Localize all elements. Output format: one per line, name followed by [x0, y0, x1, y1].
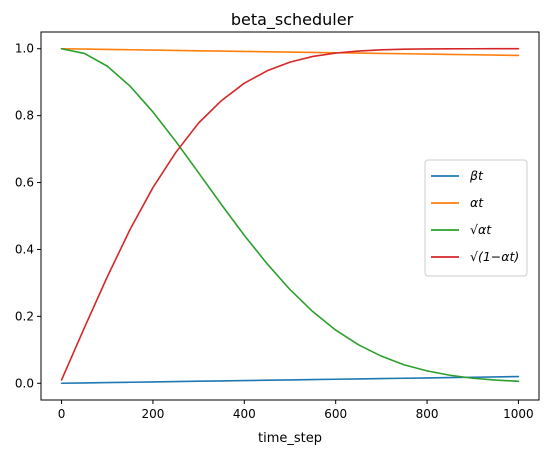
- legend-box: [424, 159, 528, 277]
- legend-label: √(1−αt): [470, 249, 519, 264]
- series-layer: [60, 47, 520, 385]
- y-tick-label: 0.6: [15, 176, 34, 190]
- x-axis: 0 200 400 600 800 1000: [58, 400, 534, 421]
- legend-label: βt: [469, 168, 484, 183]
- plot-area: [40, 31, 540, 401]
- series-line-1: [60, 375, 520, 385]
- x-tick-label: 200: [141, 407, 164, 421]
- x-tick-label: 600: [324, 407, 347, 421]
- legend: βt αt √αt √(1−αt): [424, 159, 528, 277]
- series-line-4: [60, 47, 520, 381]
- y-tick-label: 0.4: [15, 242, 34, 256]
- x-tick-label: 0: [58, 407, 66, 421]
- legend-label: √αt: [470, 222, 492, 237]
- x-axis-label: time_step: [258, 431, 322, 446]
- y-axis: 0.0 0.2 0.4 0.6 0.8 1.0: [15, 42, 41, 390]
- x-tick-label: 400: [233, 407, 256, 421]
- series-line-3: [60, 47, 520, 383]
- y-tick-label: 0.0: [15, 376, 34, 390]
- x-tick-label: 800: [416, 407, 439, 421]
- series-line-2: [60, 47, 520, 57]
- x-tick-label: 1000: [503, 407, 534, 421]
- y-tick-label: 0.8: [15, 109, 34, 123]
- y-tick-label: 1.0: [15, 42, 34, 56]
- legend-label: αt: [470, 195, 484, 210]
- chart-title: beta_scheduler: [231, 10, 354, 30]
- y-tick-label: 0.2: [15, 309, 34, 323]
